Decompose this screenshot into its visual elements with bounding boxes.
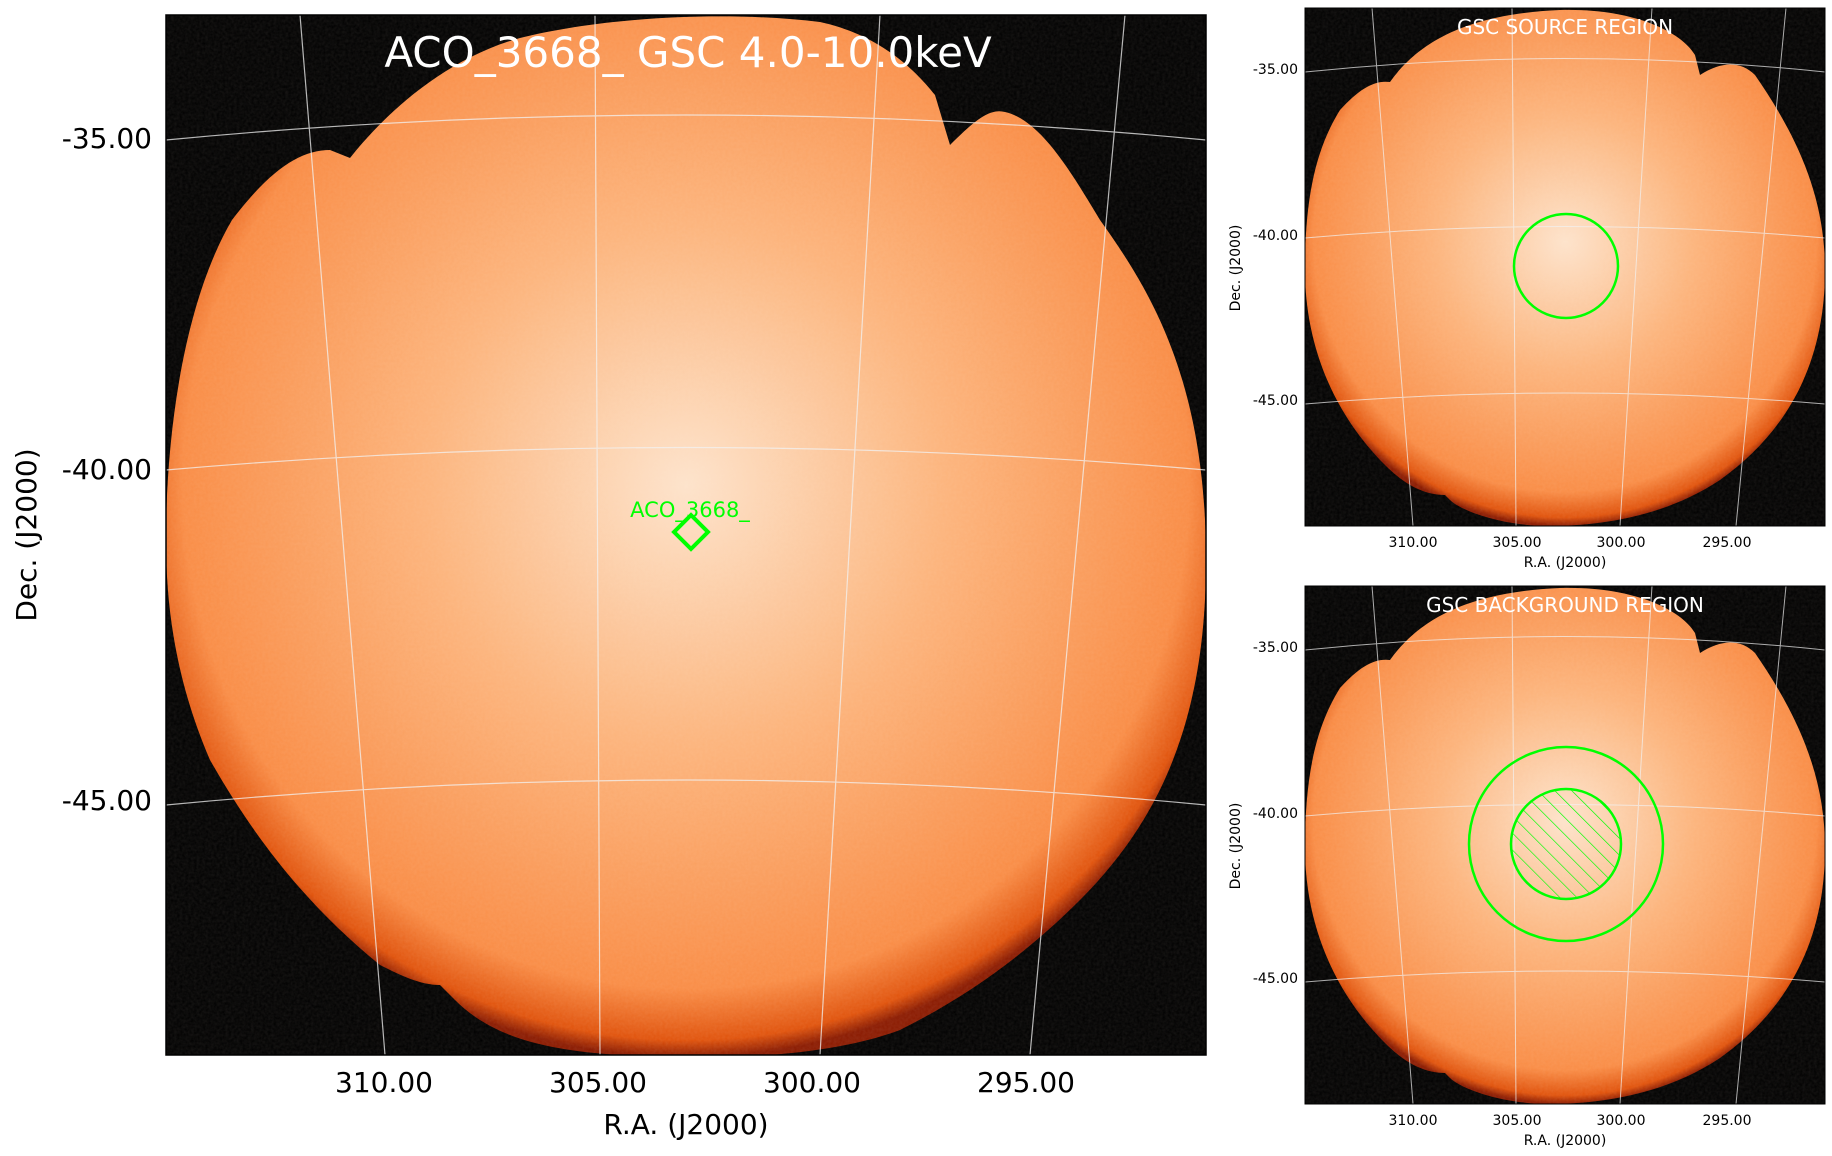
src-ylabel: Dec. (J2000) xyxy=(1228,225,1244,312)
main-dec-tick-1: -40.00 xyxy=(62,453,152,486)
main-ra-tick-3: 295.00 xyxy=(977,1066,1075,1099)
bkg-ylabel: Dec. (J2000) xyxy=(1228,803,1244,890)
main-xlabel: R.A. (J2000) xyxy=(603,1108,768,1141)
main-ylabel: Dec. (J2000) xyxy=(10,448,43,621)
source-region-circle[interactable] xyxy=(1512,212,1620,320)
src-ra-tick-1: 305.00 xyxy=(1493,535,1542,551)
bkg-ra-tick-0: 310.00 xyxy=(1389,1113,1438,1129)
bkg-xlabel: R.A. (J2000) xyxy=(1524,1133,1607,1149)
src-ra-tick-2: 300.00 xyxy=(1597,535,1646,551)
src-dec-tick-2: -45.00 xyxy=(1253,393,1298,409)
bkg-ra-tick-1: 305.00 xyxy=(1493,1113,1542,1129)
main-dec-tick-0: -35.00 xyxy=(62,122,152,155)
background-annulus-outer[interactable] xyxy=(1467,745,1665,943)
bkg-dec-tick-0: -35.00 xyxy=(1253,640,1298,656)
src-dec-tick-0: -35.00 xyxy=(1253,62,1298,78)
bkg-dec-tick-2: -45.00 xyxy=(1253,971,1298,987)
background-panel-title: GSC BACKGROUND REGION xyxy=(1426,593,1704,617)
background-region-panel: GSC BACKGROUND REGION 310.00 305.00 300.… xyxy=(1228,585,1826,1149)
source-label: ACO_3668_ xyxy=(630,498,750,523)
source-panel-title: GSC SOURCE REGION xyxy=(1457,15,1673,39)
main-dec-tick-2: -45.00 xyxy=(62,784,152,817)
main-ra-tick-2: 300.00 xyxy=(763,1066,861,1099)
main-ra-tick-0: 310.00 xyxy=(335,1066,433,1099)
src-xlabel: R.A. (J2000) xyxy=(1524,555,1607,571)
src-ra-tick-3: 295.00 xyxy=(1703,535,1752,551)
background-exclusion-circle[interactable] xyxy=(1509,787,1623,901)
main-ra-tick-1: 305.00 xyxy=(549,1066,647,1099)
source-region-panel: GSC SOURCE REGION 310.00 305.00 300.00 2… xyxy=(1228,7,1826,571)
diamond-icon[interactable] xyxy=(671,512,711,552)
bkg-ra-tick-3: 295.00 xyxy=(1703,1113,1752,1129)
bkg-ra-tick-2: 300.00 xyxy=(1597,1113,1646,1129)
main-title: ACO_3668_ GSC 4.0-10.0keV xyxy=(384,28,992,77)
main-image-panel: ACO_3668_ ACO_3668_ GSC 4.0-10.0keV 310.… xyxy=(10,14,1207,1141)
src-ra-tick-0: 310.00 xyxy=(1389,535,1438,551)
src-dec-tick-1: -40.00 xyxy=(1253,228,1298,244)
coordinate-grid xyxy=(166,15,1206,1055)
bkg-dec-tick-1: -40.00 xyxy=(1253,806,1298,822)
